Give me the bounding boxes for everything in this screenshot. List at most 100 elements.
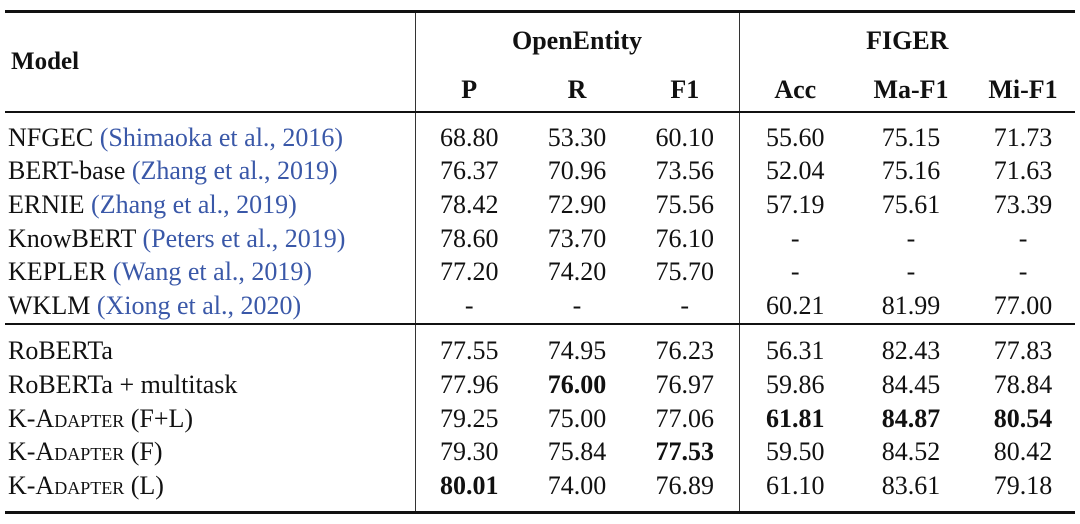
model-name: WKLM: [8, 290, 91, 320]
score-cell: -: [572, 290, 582, 320]
model-cell: KEPLER (Wang et al., 2019): [5, 255, 416, 289]
score-cell: 76.10: [631, 221, 740, 256]
model-cell: RoBERTa: [5, 323, 416, 369]
score-cell: 77.96: [440, 369, 499, 399]
model-cell: K-Adapter (F+L): [5, 401, 416, 436]
score-cell: 84.45: [881, 369, 941, 399]
score-cell: -: [906, 257, 916, 287]
score-cell: 52.04: [766, 156, 825, 186]
model-name: ERNIE: [8, 189, 85, 219]
model-name: K-Adapter (F): [8, 437, 163, 467]
table-row: BERT-base (Zhang et al., 2019) 76.37 70.96…: [5, 154, 1075, 189]
model-name: BERT-base: [8, 156, 126, 186]
score-cell: 77.20: [440, 257, 499, 287]
score-cell: 59.86: [766, 369, 825, 399]
score-cell: 61.81: [766, 403, 825, 433]
model-name: RoBERTa + multitask: [8, 369, 238, 399]
row-group: NFGEC (Shimaoka et al., 2016) 68.80 53.30 6…: [5, 112, 1075, 324]
score-cell: 77.06: [631, 401, 740, 436]
score-cell: -: [464, 290, 474, 320]
column-header: F1: [631, 69, 740, 112]
citation: (Xiong et al., 2020): [96, 290, 302, 320]
group-header: OpenEntity: [415, 11, 740, 69]
citation: (Wang et al., 2019): [112, 257, 313, 287]
score-cell: 81.99: [881, 290, 941, 320]
model-name: KnowBERT: [8, 223, 136, 253]
model-cell: KnowBERT (Peters et al., 2019): [5, 221, 416, 256]
score-cell: 77.55: [440, 336, 499, 366]
score-cell: 77.83: [993, 336, 1053, 366]
score-cell: 68.80: [440, 122, 499, 152]
score-cell: -: [1018, 223, 1028, 253]
score-cell: -: [790, 257, 800, 287]
score-cell: 75.00: [547, 403, 607, 433]
score-cell: 75.61: [881, 189, 941, 219]
model-header: Model: [5, 11, 416, 112]
column-header: R: [567, 75, 587, 104]
column-header: P: [461, 75, 478, 104]
score-cell: 71.63: [993, 156, 1053, 186]
table-row: RoBERTa 77.55 74.95 76.23 56.31 82.43 77.83: [5, 323, 1075, 369]
score-cell: -: [1018, 257, 1028, 287]
score-cell: 76.37: [440, 156, 499, 186]
score-cell: 78.60: [440, 223, 499, 253]
score-cell: 57.19: [766, 189, 825, 219]
score-cell: 73.70: [547, 223, 607, 253]
table-row: ERNIE (Zhang et al., 2019) 78.42 72.90 75.5…: [5, 188, 1075, 222]
model-cell: RoBERTa + multitask: [5, 368, 416, 402]
model-cell: NFGEC (Shimaoka et al., 2016): [5, 112, 416, 155]
model-cell: BERT-base (Zhang et al., 2019): [5, 154, 416, 189]
model-name: K-Adapter (F+L): [8, 403, 194, 433]
column-header: Mi-F1: [988, 75, 1058, 104]
score-cell: 78.84: [993, 369, 1053, 399]
score-cell: 55.60: [766, 122, 825, 152]
score-cell: 74.95: [547, 336, 607, 366]
score-cell: 76.23: [631, 323, 740, 369]
score-cell: 76.97: [631, 368, 740, 402]
score-cell: 78.42: [440, 189, 499, 219]
score-cell: 75.56: [631, 188, 740, 222]
score-cell: 59.50: [766, 437, 825, 467]
citation: (Zhang et al., 2019): [131, 156, 338, 186]
score-cell: 56.31: [766, 336, 825, 366]
table-row: K-Adapter (F) 79.30 75.84 77.53 59.50 84.52 80…: [5, 435, 1075, 469]
score-cell: 60.10: [631, 112, 740, 155]
score-cell: 76.89: [631, 468, 740, 513]
score-cell: 75.15: [881, 122, 941, 152]
score-cell: 73.39: [993, 189, 1053, 219]
model-cell: K-Adapter (F): [5, 435, 416, 469]
score-cell: 61.10: [766, 470, 825, 500]
group-header: FIGER: [866, 26, 949, 55]
model-name: NFGEC: [8, 122, 94, 152]
score-cell: 73.56: [631, 154, 740, 189]
score-cell: -: [631, 288, 740, 324]
score-cell: 77.00: [993, 290, 1053, 320]
model-name: RoBERTa: [8, 336, 113, 366]
score-cell: 79.18: [993, 470, 1053, 500]
table-row: KEPLER (Wang et al., 2019) 77.20 74.20 75.7…: [5, 255, 1075, 289]
score-cell: 75.16: [881, 156, 941, 186]
score-cell: 82.43: [881, 336, 941, 366]
column-header: Ma-F1: [873, 75, 949, 104]
table-row: K-Adapter (L) 80.01 74.00 76.89 61.10 83.61 79…: [5, 468, 1075, 513]
table-row: KnowBERT (Peters et al., 2019) 78.60 73.70…: [5, 221, 1075, 256]
score-cell: 76.00: [547, 369, 607, 399]
score-cell: 84.52: [881, 437, 941, 467]
score-cell: -: [790, 223, 800, 253]
model-name: K-Adapter (L): [8, 470, 164, 500]
score-cell: -: [906, 223, 916, 253]
table-row: K-Adapter (F+L) 79.25 75.00 77.06 61.81 84.87…: [5, 401, 1075, 436]
score-cell: 74.00: [547, 470, 607, 500]
model-name: KEPLER: [8, 257, 107, 287]
score-cell: 77.53: [631, 435, 740, 469]
model-cell: WKLM (Xiong et al., 2020): [5, 288, 416, 324]
citation: (Shimaoka et al., 2016): [99, 122, 344, 152]
column-header: Acc: [774, 75, 817, 104]
score-cell: 74.20: [547, 257, 607, 287]
score-cell: 79.25: [440, 403, 499, 433]
table-row: NFGEC (Shimaoka et al., 2016) 68.80 53.30 6…: [5, 112, 1075, 155]
citation: (Zhang et al., 2019): [91, 189, 297, 219]
row-group: RoBERTa 77.55 74.95 76.23 56.31 82.43 77.83 RoB…: [5, 323, 1076, 513]
score-cell: 80.01: [440, 470, 499, 500]
